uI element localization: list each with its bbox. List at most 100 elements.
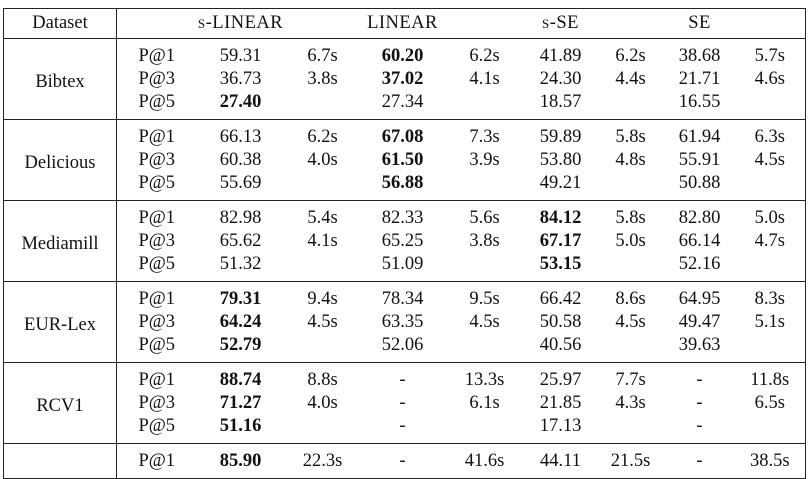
score-cell: 21.71	[678, 69, 721, 89]
score-cell: 49.21	[539, 173, 582, 193]
score-cell: 39.63	[678, 335, 721, 355]
metric: P@3	[138, 393, 176, 413]
score-cell: 37.02	[361, 68, 445, 91]
time-cell: 3.8s	[469, 231, 500, 251]
metric: P@3	[138, 312, 176, 332]
result-row: P@5 51.16 - 17.13 -	[4, 415, 806, 444]
score-cell: 64.24	[197, 311, 285, 334]
header-method: s-LINEAR	[196, 8, 285, 39]
score-cell: -	[696, 416, 703, 436]
time-cell: 5.6s	[469, 208, 500, 228]
header-time	[596, 8, 665, 39]
score-cell: 24.30	[539, 69, 582, 89]
time-cell: 4.0s	[307, 150, 338, 170]
time-cell: 4.0s	[307, 393, 338, 413]
result-row: P@5 51.32 51.09 53.15 52.16	[4, 253, 806, 282]
time-cell: 6.2s	[307, 127, 338, 147]
score: 79.31	[219, 289, 262, 309]
time-cell: 5.1s	[734, 311, 806, 334]
time-cell: 4.5s	[734, 149, 806, 172]
score-cell: 21.85	[539, 393, 582, 413]
score-cell: 78.34	[381, 289, 424, 309]
dataset-group: RCV1 P@1 88.74 8.8s -13.3s 25.97 7.7s -11.8s P@3…	[3, 362, 806, 444]
time-cell	[285, 91, 361, 120]
metric: P@1	[138, 46, 176, 66]
score: 84.12	[539, 208, 582, 228]
score-cell: 60.38	[219, 150, 262, 170]
metric: P@5	[138, 416, 176, 436]
time-cell	[285, 253, 361, 282]
time-cell: 6.7s	[307, 46, 338, 66]
result-row: EUR-Lex P@1 79.31 9.4s 78.34 9.5s 66.42 8.6s 64.…	[3, 281, 806, 363]
time-cell	[445, 91, 525, 120]
score-cell: 17.13	[539, 416, 582, 436]
score-cell: 51.09	[381, 254, 424, 274]
time-cell: 4.8s	[615, 150, 646, 170]
page: {"table": { "header": {"dataset": "Datas…	[3, 8, 806, 479]
score-cell: 52.06	[381, 335, 424, 355]
metric: P@1	[138, 127, 176, 147]
score-cell: 67.08	[361, 120, 445, 150]
result-row: P@3 71.27 4.0s - 6.1s 21.85 4.3s - 6.5s	[4, 392, 806, 415]
score-cell: 66.42	[539, 289, 582, 309]
score-cell: 82.98	[219, 208, 262, 228]
score-cell: 18.57	[539, 92, 582, 112]
time-cell	[445, 172, 525, 201]
score-cell: 56.88	[361, 172, 445, 201]
metric: P@5	[138, 173, 176, 193]
score-cell: 40.56	[539, 335, 582, 355]
score-cell: 27.34	[381, 92, 424, 112]
time-cell: 6.2s	[615, 46, 646, 66]
header-method: LINEAR	[360, 8, 445, 39]
time-cell: 11.8s	[734, 362, 806, 392]
time-cell: 13.3s	[464, 370, 505, 390]
time-cell: 38.5s	[734, 443, 806, 479]
time-cell	[734, 334, 806, 363]
header-row: Dataset s-LINEAR LINEAR s-SE SE	[3, 8, 806, 39]
score-cell: 66.13	[219, 127, 262, 147]
dataset-name	[3, 443, 117, 479]
score-cell: -	[399, 416, 406, 436]
time-cell	[445, 415, 525, 444]
metric: P@1	[138, 289, 176, 309]
time-cell: 5.0s	[615, 231, 646, 251]
time-cell	[734, 172, 806, 201]
results-table: Dataset s-LINEAR LINEAR s-SE SE Bibtex P@1 59…	[3, 8, 806, 479]
score-cell: 82.33	[381, 208, 424, 228]
score: 56.88	[381, 173, 424, 193]
result-row: P@5 55.69 56.88 49.21 50.88	[4, 172, 806, 201]
dataset-name: Delicious	[3, 119, 117, 201]
header-time	[734, 8, 806, 39]
time-cell	[597, 91, 665, 120]
score-cell: 84.12	[525, 201, 597, 231]
time-cell	[285, 415, 361, 444]
score-cell: 36.73	[219, 69, 262, 89]
time-cell	[734, 253, 806, 282]
dataset-group: Bibtex P@1 59.31 6.7s 60.20 6.2s 41.89 6.2s 38.6…	[3, 38, 806, 120]
score: 64.24	[219, 312, 262, 332]
result-row: P@3 65.62 4.1s 65.25 3.8s 67.17 5.0s 66.14 4.7s	[4, 230, 806, 253]
metric: P@1	[138, 451, 176, 471]
time-cell: 4.4s	[615, 69, 646, 89]
time-cell	[445, 334, 525, 363]
dataset-name: Bibtex	[3, 38, 117, 120]
result-row: P@3 60.38 4.0s 61.50 3.9s 53.80 4.8s 55.91 4.5s	[4, 149, 806, 172]
score-cell: 52.79	[197, 334, 285, 363]
score: 37.02	[381, 69, 424, 89]
score: 67.17	[539, 231, 582, 251]
score-cell: 51.16	[197, 415, 285, 444]
time-cell: 7.3s	[469, 127, 500, 147]
score-cell: 59.89	[539, 127, 582, 147]
score-cell: -	[399, 451, 406, 471]
score-cell: 85.90	[197, 444, 285, 479]
table-wrap: Dataset s-LINEAR LINEAR s-SE SE Bibtex P@1 59…	[3, 8, 806, 479]
score-cell: 53.15	[525, 253, 597, 282]
time-cell: 9.4s	[307, 289, 338, 309]
score: 67.08	[381, 127, 424, 147]
time-cell	[734, 415, 806, 444]
score-cell: 55.69	[219, 173, 262, 193]
time-cell: 4.6s	[734, 68, 806, 91]
result-row: Delicious P@1 66.13 6.2s 67.08 7.3s 59.89 5.8s 6…	[3, 119, 806, 201]
score: 27.40	[219, 92, 262, 112]
time-cell: 4.5s	[469, 312, 500, 332]
